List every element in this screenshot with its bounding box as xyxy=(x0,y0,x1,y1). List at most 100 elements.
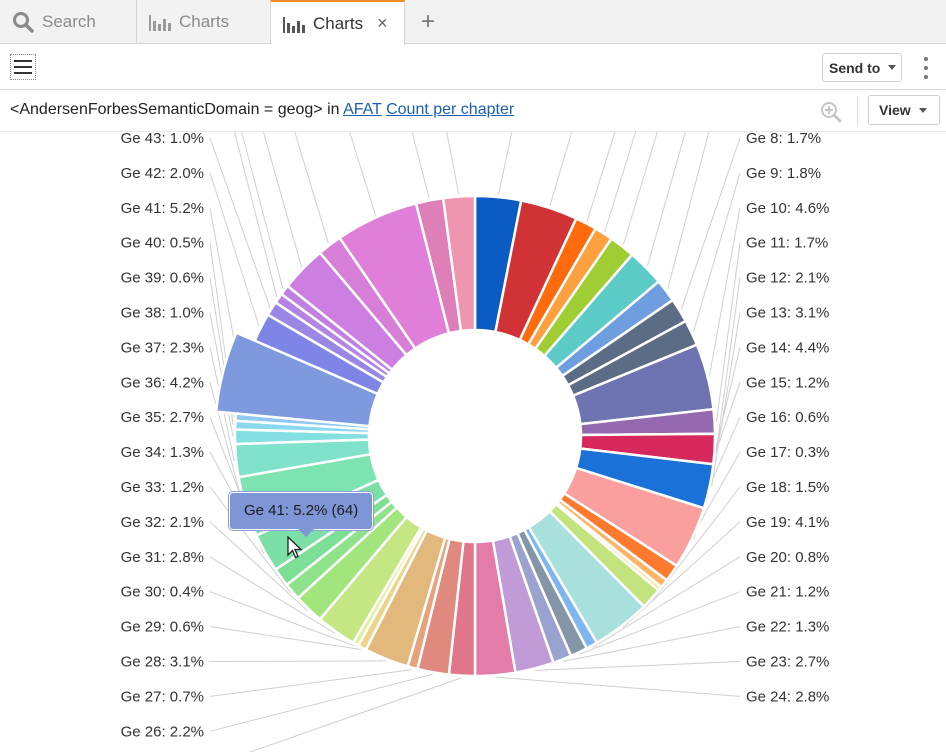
leader-line xyxy=(209,626,362,650)
leader-line xyxy=(209,172,260,327)
leader-line xyxy=(716,242,741,422)
view-button[interactable]: View xyxy=(868,95,940,125)
leader-line xyxy=(209,556,336,634)
leader-line xyxy=(411,132,430,199)
slice-label: Ge 21: 1.2% xyxy=(746,584,829,601)
tab-charts-active[interactable]: Charts × xyxy=(271,0,405,45)
leader-line xyxy=(497,132,513,196)
leader-line xyxy=(349,132,376,216)
send-to-button[interactable]: Send to xyxy=(822,53,902,82)
hamburger-menu-icon[interactable] xyxy=(10,54,36,80)
slice-label: Ge 8: 1.7% xyxy=(746,132,821,147)
slice-label: Ge 24: 2.8% xyxy=(746,688,829,705)
zoom-in-icon[interactable] xyxy=(820,101,842,128)
query-text: <AndersenForbesSemanticDomain = geog> xyxy=(10,101,323,118)
leader-line xyxy=(622,132,658,245)
donut-chart-svg: Ge 8: 1.7% Ge 9: 1.8% Ge 10: 4.6% Ge 11: 1.… xyxy=(121,132,829,752)
slice-label: Ge 14: 4.4% xyxy=(746,339,829,356)
slice-label: Ge 22: 1.3% xyxy=(746,619,829,636)
leader-line xyxy=(209,660,386,662)
leader-line xyxy=(667,132,710,290)
slice-label: Ge 35: 2.7% xyxy=(121,409,204,426)
tab-bar: Search Charts Charts × + xyxy=(0,0,946,45)
leader-line xyxy=(680,137,741,310)
chevron-down-icon xyxy=(888,65,897,70)
leader-line xyxy=(586,132,616,222)
leader-line xyxy=(209,382,245,508)
query-description: <AndersenForbesSemanticDomain = geog> in… xyxy=(10,101,514,119)
leader-line xyxy=(495,676,741,697)
leader-line xyxy=(708,207,741,376)
slice-label: Ge 9: 1.8% xyxy=(746,165,821,182)
leader-line xyxy=(209,486,292,594)
tab-label: Charts xyxy=(313,13,364,33)
search-icon xyxy=(12,11,34,33)
leader-line xyxy=(241,132,284,289)
leader-line xyxy=(234,132,278,298)
bar-chart-icon xyxy=(283,15,305,33)
slice-label: Ge 43: 1.0% xyxy=(121,132,204,147)
view-label: View xyxy=(879,102,911,118)
tab-search[interactable]: Search xyxy=(0,0,137,44)
slice-label: Ge 32: 2.1% xyxy=(121,514,204,531)
slice-label: Ge 31: 2.8% xyxy=(121,549,204,566)
slice-label: Ge 15: 1.2% xyxy=(746,374,829,391)
leader-line xyxy=(209,137,271,308)
slice-label: Ge 17: 0.3% xyxy=(746,444,829,461)
slice-label: Ge 11: 1.7% xyxy=(746,235,828,252)
query-in: in xyxy=(327,101,340,118)
leader-line xyxy=(604,132,637,232)
pie-slice[interactable] xyxy=(214,331,380,428)
leader-line xyxy=(535,661,741,671)
leader-line xyxy=(209,521,308,611)
slice-label: Ge 10: 4.6% xyxy=(746,200,829,217)
slice-label: Ge 30: 0.4% xyxy=(121,584,204,601)
slice-label: Ge 20: 0.8% xyxy=(746,549,829,566)
slice-label: Ge 18: 1.5% xyxy=(746,479,829,496)
slice-label: Ge 38: 1.0% xyxy=(121,305,204,322)
slice-label: Ge 29: 0.6% xyxy=(121,619,204,636)
leader-line xyxy=(446,132,460,195)
send-to-label: Send to xyxy=(829,59,881,76)
tab-label: Charts xyxy=(179,12,230,31)
slice-label: Ge 37: 2.3% xyxy=(121,339,204,356)
slice-label: Ge 19: 4.1% xyxy=(746,514,829,531)
slice-label: Ge 41: 5.2% xyxy=(121,200,204,217)
pie-slice[interactable] xyxy=(441,194,477,333)
leader-line xyxy=(262,132,303,268)
chart-tooltip: Ge 41: 5.2% (64) xyxy=(229,492,374,537)
count-per-chapter-link[interactable]: Count per chapter xyxy=(386,101,515,118)
leader-line xyxy=(716,277,741,450)
slice-label: Ge 33: 1.2% xyxy=(121,479,204,496)
close-icon[interactable]: × xyxy=(377,13,388,33)
slice-label: Ge 42: 2.0% xyxy=(121,165,204,182)
slice-label: Ge 36: 4.2% xyxy=(121,374,204,391)
leader-line xyxy=(646,132,686,267)
slice-label: Ge 39: 0.6% xyxy=(121,270,204,287)
leader-line xyxy=(579,591,741,655)
bar-chart-icon xyxy=(149,13,171,31)
slice-label: Ge 28: 3.1% xyxy=(121,654,204,671)
more-options-icon[interactable] xyxy=(922,57,930,79)
tab-charts[interactable]: Charts xyxy=(137,0,271,44)
tab-label: Search xyxy=(42,12,96,31)
leader-line xyxy=(209,591,355,647)
chevron-down-icon xyxy=(918,107,927,113)
leader-line xyxy=(711,312,741,487)
leader-line xyxy=(248,677,462,752)
slice-label: Ge 12: 2.1% xyxy=(746,270,829,287)
slice-label: Ge 40: 0.5% xyxy=(121,235,204,252)
donut-chart: Ge 8: 1.7% Ge 9: 1.8% Ge 10: 4.6% Ge 11: 1.… xyxy=(0,132,946,752)
slice-label: Ge 26: 2.2% xyxy=(121,723,204,740)
leader-line xyxy=(549,132,573,207)
query-bar: <AndersenForbesSemanticDomain = geog> in… xyxy=(0,90,946,132)
leader-line xyxy=(209,669,413,697)
add-tab-button[interactable]: + xyxy=(420,8,435,35)
slice-label: Ge 16: 0.6% xyxy=(746,409,829,426)
corpus-link[interactable]: AFAT xyxy=(343,101,382,118)
toolbar: Send to xyxy=(0,45,946,90)
leader-line xyxy=(209,673,433,732)
leader-line xyxy=(622,521,741,629)
leader-line xyxy=(562,626,741,662)
slice-label: Ge 34: 1.3% xyxy=(121,444,204,461)
